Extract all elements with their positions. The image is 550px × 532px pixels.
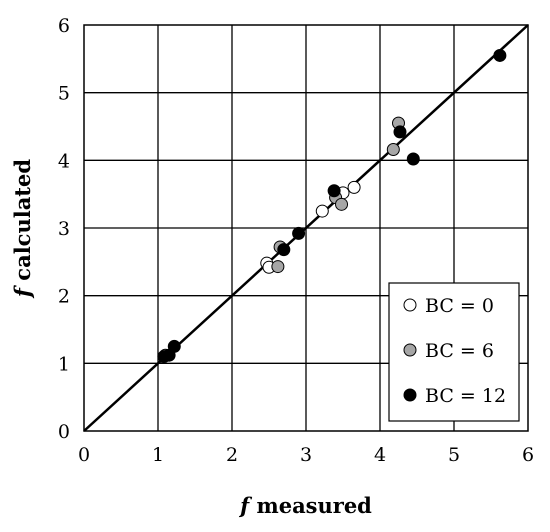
- y-tick-label: 5: [58, 83, 70, 105]
- x-tick-label: 3: [300, 444, 312, 466]
- y-axis-title: f calculated: [10, 159, 35, 299]
- y-tick-labels: 0 1 2 3 4 5 6: [58, 15, 70, 443]
- x-tick-label: 6: [522, 444, 534, 466]
- x-tick-labels: 0 1 2 3 4 5 6: [78, 444, 534, 466]
- legend-label: BC = 12: [425, 385, 506, 407]
- data-point-series-2: [277, 243, 291, 257]
- legend-marker: [403, 388, 417, 402]
- data-point-series-1: [386, 143, 400, 157]
- y-axis-title-rest: calculated: [10, 159, 35, 288]
- x-tick-label: 2: [226, 444, 238, 466]
- y-tick-label: 2: [58, 286, 70, 308]
- y-tick-label: 4: [58, 150, 70, 172]
- data-point-series-0: [315, 204, 329, 218]
- data-point-series-1: [271, 260, 285, 274]
- x-axis-title-rest: measured: [249, 493, 372, 518]
- legend: BC = 0 BC = 6 BC = 12: [388, 282, 520, 422]
- legend-marker: [403, 298, 417, 312]
- y-tick-label: 0: [58, 421, 70, 443]
- data-points: [157, 48, 507, 364]
- data-point-series-2: [406, 152, 420, 166]
- identity-line: [83, 24, 529, 432]
- x-tick-label: 1: [152, 444, 164, 466]
- x-tick-label: 4: [374, 444, 386, 466]
- legend-label: BC = 6: [425, 340, 494, 362]
- legend-marker: [403, 343, 417, 357]
- x-axis-title: f measured: [238, 493, 372, 518]
- y-tick-label: 6: [58, 15, 70, 37]
- data-point-series-0: [347, 180, 361, 194]
- x-tick-label: 0: [78, 444, 90, 466]
- y-tick-label: 1: [58, 353, 70, 375]
- plot-area-frame: [83, 24, 529, 432]
- data-point-series-2: [493, 48, 507, 62]
- data-point-series-2: [393, 125, 407, 139]
- data-point-series-2: [327, 184, 341, 198]
- legend-label: BC = 0: [425, 295, 494, 317]
- data-point-series-2: [292, 226, 306, 240]
- x-tick-label: 5: [448, 444, 460, 466]
- data-point-series-1: [335, 197, 349, 211]
- y-tick-label: 3: [58, 218, 70, 240]
- data-point-series-2: [167, 339, 181, 353]
